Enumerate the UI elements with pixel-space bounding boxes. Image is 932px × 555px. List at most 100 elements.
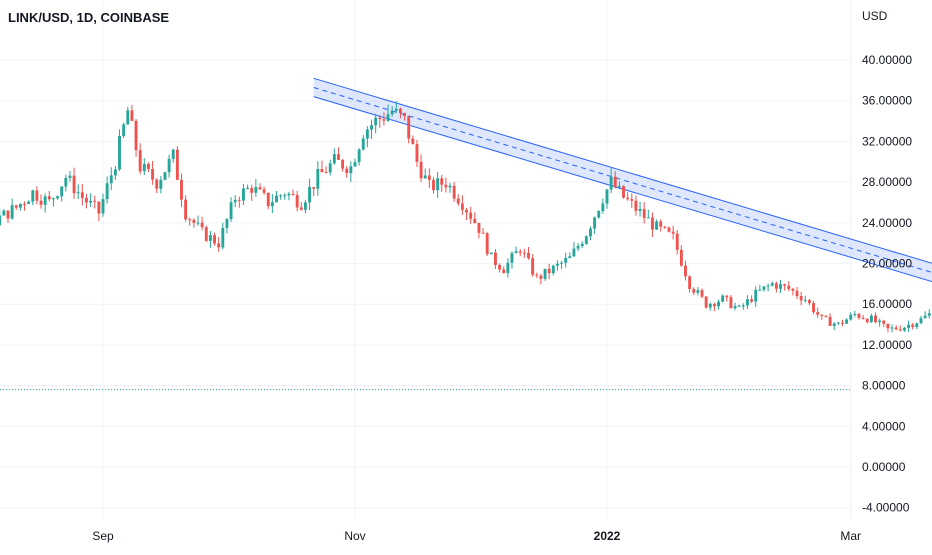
candle-body (825, 316, 828, 317)
candle-body (292, 194, 295, 195)
candle-body (403, 113, 406, 116)
candle-down (829, 313, 832, 326)
candle-down (184, 195, 187, 221)
candle-body (709, 304, 712, 308)
candle-down (453, 182, 456, 202)
time-axis[interactable]: SepNov2022MarMayJul (92, 529, 932, 543)
candle-up (849, 312, 852, 320)
candle-down (812, 301, 815, 315)
candle-body (143, 164, 146, 171)
candle-body (254, 187, 257, 193)
candle-up (903, 327, 906, 332)
candle-up (870, 314, 873, 323)
price-axis[interactable]: 40.0000036.0000032.0000028.0000024.00000… (862, 53, 912, 515)
candle-body (110, 175, 113, 183)
candle-up (60, 186, 63, 201)
candle-body (275, 196, 278, 203)
candle-down (701, 288, 704, 298)
candle-body (73, 176, 76, 194)
candle-body (432, 180, 435, 190)
candle-body (791, 289, 794, 291)
candle-body (130, 110, 133, 121)
price-tick-label: 24.00000 (862, 216, 912, 230)
candle-body (568, 256, 571, 258)
candle-body (213, 235, 216, 243)
candle-down (659, 219, 662, 231)
candle-body (634, 201, 637, 211)
price-tick-label: 8.00000 (862, 379, 906, 393)
candle-down (15, 205, 18, 210)
candle-down (787, 281, 790, 291)
candle-body (597, 211, 600, 217)
candle-body (279, 195, 282, 196)
candle-body (804, 300, 807, 301)
candle-up (0, 209, 1, 227)
candle-up (114, 166, 117, 180)
candle-up (511, 251, 514, 268)
candle-body (473, 219, 476, 223)
candle-body (444, 185, 447, 188)
candle-body (899, 329, 902, 330)
candle-body (259, 187, 262, 189)
candle-up (143, 158, 146, 175)
candle-body (135, 121, 138, 150)
candle-down (267, 192, 270, 209)
candle-up (64, 175, 67, 192)
candle-down (457, 194, 460, 205)
candle-body (593, 217, 596, 228)
candle-down (213, 233, 216, 246)
candle-up (601, 198, 604, 213)
candle-down (73, 168, 76, 199)
time-tick-label: Mar (840, 529, 861, 543)
candle-body (490, 253, 493, 255)
candle-body (684, 266, 687, 277)
candle-body (453, 186, 456, 199)
candle-body (849, 315, 852, 320)
candle-body (461, 204, 464, 210)
candle-body (647, 217, 650, 218)
candle-body (767, 286, 770, 287)
candle-down (155, 178, 158, 193)
candle-body (895, 327, 898, 329)
price-tick-label: 20.00000 (862, 257, 912, 271)
candle-down (296, 191, 299, 211)
candle-down (312, 187, 315, 196)
candle-up (2, 209, 5, 216)
candle-up (552, 264, 555, 275)
candle-body (787, 286, 790, 289)
candle-body (779, 284, 782, 289)
candle-body (374, 118, 377, 125)
candle-up (159, 176, 162, 193)
candle-up (924, 311, 927, 318)
candle-body (866, 319, 869, 322)
candle-down (796, 287, 799, 299)
candle-down (820, 314, 823, 319)
candle-up (878, 319, 881, 327)
candle-body (655, 221, 658, 229)
candle-down (176, 146, 179, 180)
candle-body (345, 169, 348, 173)
candle-body (457, 199, 460, 204)
candle-down (729, 295, 732, 309)
candle-down (672, 226, 675, 240)
candle-down (680, 245, 683, 267)
candle-up (763, 286, 766, 291)
candle-body (581, 244, 584, 246)
candle-down (428, 168, 431, 188)
candle-up (779, 280, 782, 293)
candle-down (527, 247, 530, 260)
time-tick-label: Nov (344, 529, 365, 543)
channel-lower-line[interactable] (314, 97, 932, 420)
candle-up (490, 252, 493, 254)
trend-channel-drawing[interactable] (314, 78, 932, 419)
candle-down (205, 226, 208, 242)
candle-body (729, 297, 732, 308)
candle-body (630, 199, 633, 201)
candle-body (11, 205, 14, 218)
candle-down (548, 264, 551, 280)
candle-up (556, 260, 559, 271)
candle-body (626, 198, 629, 200)
candle-up (225, 218, 228, 233)
